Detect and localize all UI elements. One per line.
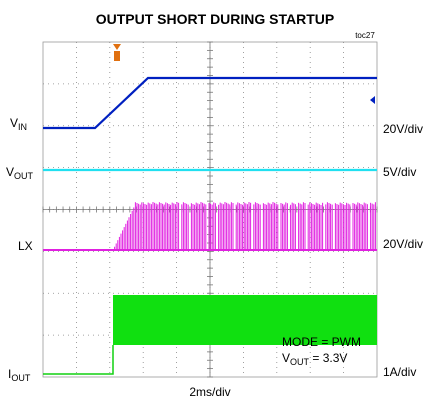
trigger-marker (113, 44, 121, 61)
vin-label: VIN (10, 116, 27, 132)
label-sub: IN (18, 122, 27, 132)
vout-scale: 5V/div (383, 165, 416, 179)
vout-annotation: VOUT = 3.3V (282, 351, 347, 367)
label-rest: = 3.3V (309, 351, 347, 365)
iout-baseline (43, 345, 114, 375)
label-sub: OUT (290, 357, 310, 367)
time-scale: 2ms/div (189, 385, 230, 399)
label-sub: OUT (14, 171, 34, 181)
label-main: V (10, 116, 18, 130)
vin-scale: 20V/div (383, 122, 423, 136)
vin-trace (43, 76, 377, 130)
title: OUTPUT SHORT DURING STARTUP (96, 11, 335, 27)
figure-id: toc27 (355, 31, 375, 40)
vout-label: VOUT (6, 165, 34, 181)
lx-scale: 20V/div (383, 237, 423, 251)
iout-scale: 1A/div (383, 365, 416, 379)
vin-marker (370, 96, 375, 104)
iout-label: IOUT (8, 367, 31, 383)
mode-annotation: MODE = PWM (282, 335, 361, 349)
iout-trace (113, 295, 377, 345)
label-sub: OUT (11, 373, 31, 383)
label-main: I (8, 367, 11, 381)
lx-label: LX (18, 239, 33, 253)
lx-trace (112, 202, 377, 251)
label-main: V (6, 165, 14, 179)
label-main: V (282, 351, 290, 365)
